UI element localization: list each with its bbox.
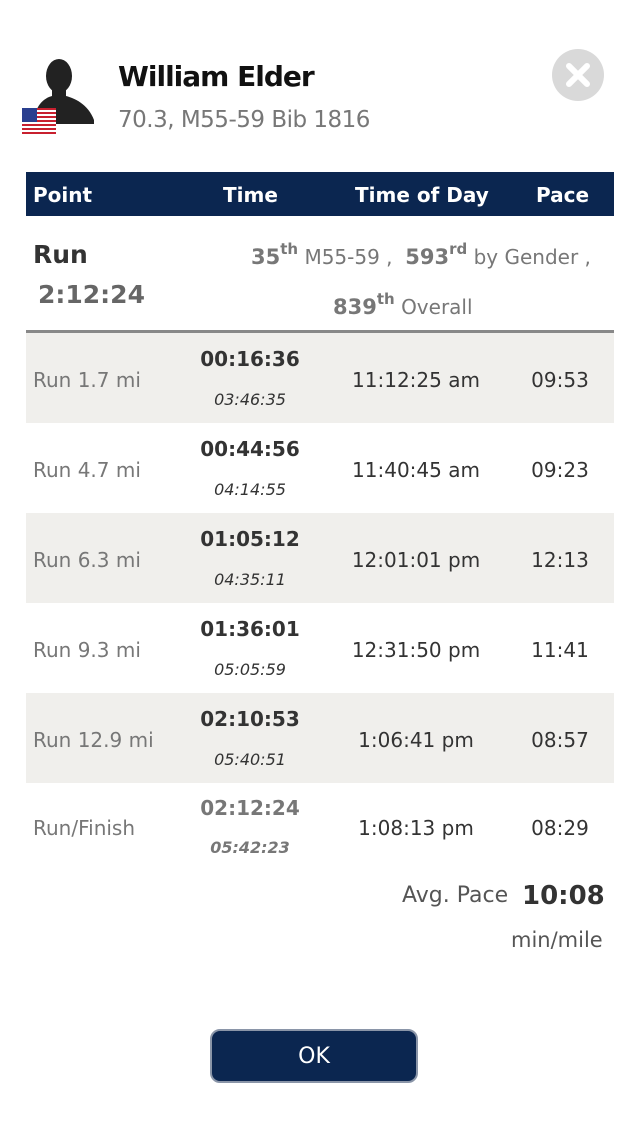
header-time-of-day: Time of Day (355, 183, 489, 207)
row-split-time: 00:44:56 (200, 437, 300, 461)
row-split-time: 01:36:01 (200, 617, 300, 641)
table-row: Run/Finish 02:12:24 05:42:23 1:08:13 pm … (26, 783, 614, 871)
row-pace: 08:29 (531, 816, 589, 840)
row-pace: 09:23 (531, 458, 589, 482)
table-row: Run 4.7 mi 00:44:56 04:14:55 11:40:45 am… (26, 423, 614, 513)
athlete-name: William Elder (118, 60, 315, 93)
summary-label: Run (33, 240, 88, 269)
gender-rank-suffix: rd (449, 240, 468, 258)
row-cumulative-time: 04:35:11 (214, 570, 286, 589)
division-rank-number: 35 (251, 245, 281, 269)
row-pace: 11:41 (531, 638, 589, 662)
header-point: Point (33, 183, 93, 207)
table-row: Run 9.3 mi 01:36:01 05:05:59 12:31:50 pm… (26, 603, 614, 693)
row-time-of-day: 11:40:45 am (352, 458, 480, 482)
row-point: Run 6.3 mi (33, 548, 141, 572)
row-time-of-day: 1:06:41 pm (358, 728, 474, 752)
row-point: Run 12.9 mi (33, 728, 154, 752)
row-time-of-day: 11:12:25 am (352, 368, 480, 392)
summary-time: 2:12:24 (38, 280, 145, 309)
close-button[interactable] (552, 49, 604, 101)
row-cumulative-time: 04:14:55 (214, 480, 286, 499)
row-point: Run 1.7 mi (33, 368, 141, 392)
table-row: Run 12.9 mi 02:10:53 05:40:51 1:06:41 pm… (26, 693, 614, 783)
gender-rank-label: by Gender , (473, 245, 591, 269)
athlete-header: William Elder 70.3, M55-59 Bib 1816 (0, 0, 640, 170)
close-icon (566, 63, 590, 87)
row-split-time: 00:16:36 (200, 347, 300, 371)
table-row: Run 6.3 mi 01:05:12 04:35:11 12:01:01 pm… (26, 513, 614, 603)
person-silhouette-icon (34, 59, 94, 124)
avg-pace-value: 10:08 (522, 881, 605, 911)
row-time-of-day: 1:08:13 pm (358, 816, 474, 840)
avg-pace-unit: min/mile (511, 928, 603, 952)
overall-rank-label: Overall (401, 295, 473, 319)
row-cumulative-time: 05:42:23 (210, 838, 290, 857)
row-cumulative-time: 03:46:35 (214, 390, 286, 409)
row-split-time: 02:12:24 (200, 796, 300, 820)
division-rank-label: M55-59 , (304, 245, 393, 269)
overall-rank: 839th Overall (333, 290, 473, 319)
header-time: Time (223, 183, 278, 207)
row-cumulative-time: 05:05:59 (214, 660, 286, 679)
row-split-time: 01:05:12 (200, 527, 300, 551)
row-time-of-day: 12:01:01 pm (351, 548, 481, 572)
row-point: Run 9.3 mi (33, 638, 141, 662)
table-row: Run 1.7 mi 00:16:36 03:46:35 11:12:25 am… (26, 333, 614, 423)
split-table: Run 1.7 mi 00:16:36 03:46:35 11:12:25 am… (26, 333, 614, 871)
ok-button[interactable]: OK (210, 1029, 418, 1083)
row-point: Run/Finish (33, 816, 136, 840)
header-pace: Pace (536, 183, 590, 207)
row-time-of-day: 12:31:50 pm (351, 638, 481, 662)
avg-pace-label: Avg. Pace (402, 883, 509, 908)
run-summary: Run 2:12:24 35th M55-59 , 593rd by Gende… (26, 216, 614, 333)
division-rank-suffix: th (280, 240, 299, 258)
row-split-time: 02:10:53 (200, 707, 300, 731)
row-pace: 12:13 (531, 548, 589, 572)
athlete-subtitle: 70.3, M55-59 Bib 1816 (118, 107, 370, 133)
us-flag-icon (22, 108, 56, 134)
overall-rank-suffix: th (376, 290, 395, 308)
table-header: Point Time Time of Day Pace (26, 172, 614, 216)
overall-rank-number: 839 (333, 295, 377, 319)
row-cumulative-time: 05:40:51 (214, 750, 286, 769)
row-point: Run 4.7 mi (33, 458, 141, 482)
division-rank: 35th M55-59 , 593rd by Gender , (251, 240, 591, 269)
row-pace: 09:53 (531, 368, 589, 392)
row-pace: 08:57 (531, 728, 589, 752)
gender-rank-number: 593 (405, 245, 450, 269)
